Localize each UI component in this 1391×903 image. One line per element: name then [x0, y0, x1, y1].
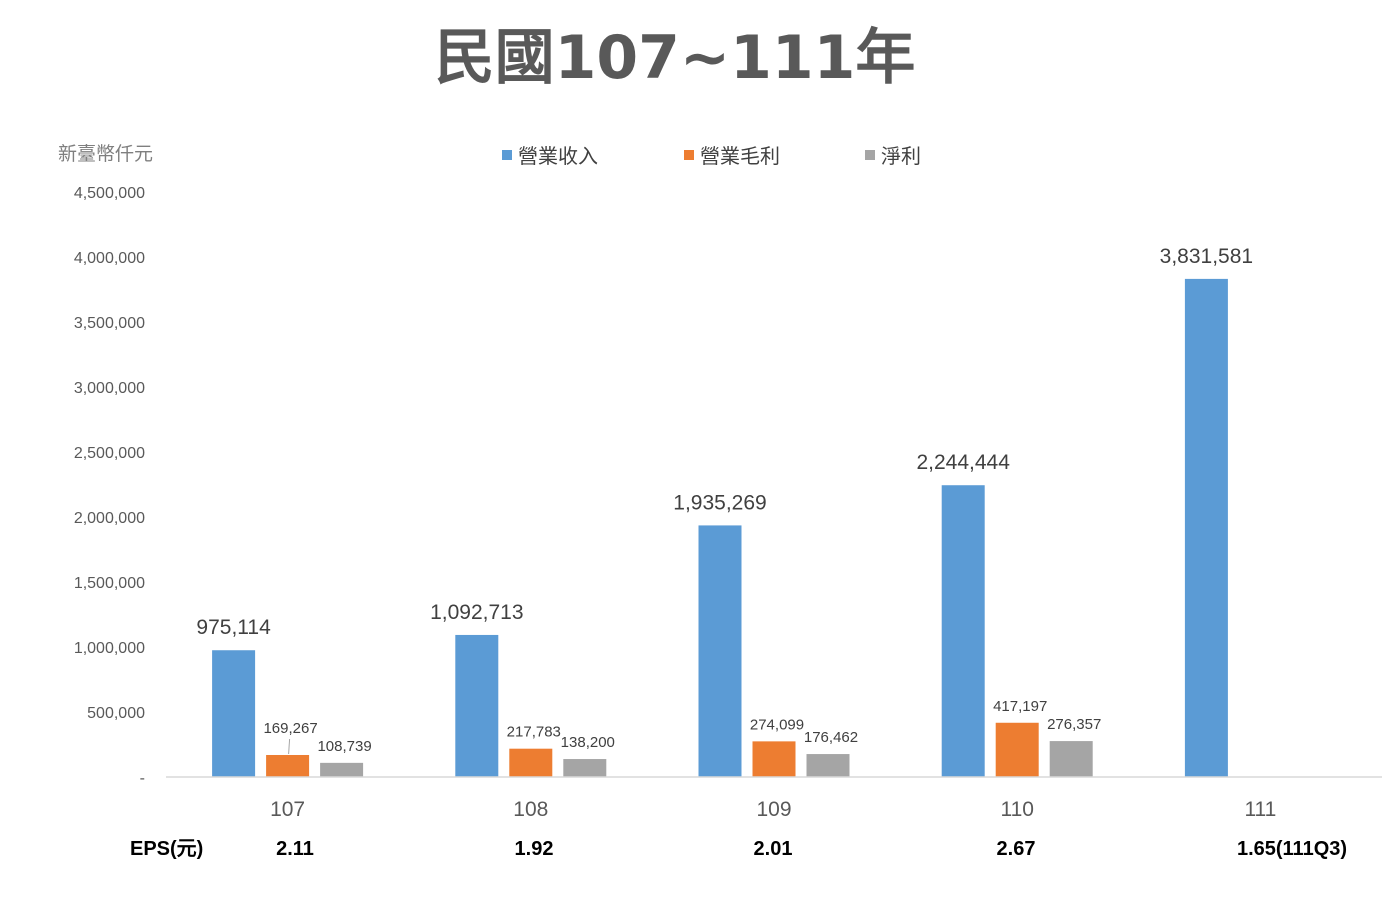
legend: 營業收入 營業毛利 淨利 — [502, 144, 921, 168]
y-tick-label: 4,000,000 — [74, 250, 145, 267]
eps-value: 2.67 — [997, 838, 1036, 860]
y-tick-label: - — [140, 770, 145, 787]
legend-label: 淨利 — [881, 144, 921, 168]
bar — [941, 485, 985, 777]
data-label: 2,244,444 — [916, 451, 1010, 474]
bar — [1184, 278, 1228, 777]
eps-value: 2.11 — [276, 838, 314, 860]
y-tick-label: 1,000,000 — [74, 640, 145, 657]
eps-value: 1.65(111Q3) — [1237, 838, 1347, 860]
y-tick-label: 2,500,000 — [74, 445, 145, 462]
eps-row: EPS(元) 2.11 1.92 2.01 2.67 1.65(111Q3) — [130, 838, 1347, 860]
legend-swatch — [502, 150, 512, 160]
bar — [1049, 741, 1093, 777]
chart-title: 民國107~111年 — [435, 23, 916, 93]
bar — [509, 748, 553, 777]
bar — [698, 525, 742, 777]
bar — [806, 754, 850, 777]
data-label: 3,831,581 — [1160, 245, 1253, 268]
eps-label: EPS(元) — [130, 838, 203, 860]
eps-value: 2.01 — [754, 838, 793, 860]
x-tick-label: 109 — [756, 798, 791, 821]
eps-value: 1.92 — [515, 838, 554, 860]
y-axis: - 500,000 1,000,000 1,500,000 2,000,000 2,500… — [74, 185, 145, 787]
data-label: 274,099 — [750, 716, 804, 733]
y-tick-label: 500,000 — [87, 705, 145, 722]
x-tick-label: 108 — [513, 798, 548, 821]
data-label: 108,739 — [317, 738, 371, 755]
data-label: 1,935,269 — [673, 491, 766, 514]
data-label: 217,783 — [507, 724, 561, 741]
unit-label: 新臺幣仟元 — [58, 143, 153, 165]
y-tick-label: 1,500,000 — [74, 575, 145, 592]
bar — [563, 759, 607, 777]
x-tick-label: 110 — [1000, 798, 1033, 821]
y-tick-label: 3,000,000 — [74, 380, 145, 397]
bar — [266, 754, 310, 777]
x-tick-label: 111 — [1244, 798, 1276, 821]
y-tick-label: 3,500,000 — [74, 315, 145, 332]
y-tick-label: 2,000,000 — [74, 510, 145, 527]
bar — [752, 741, 796, 777]
data-label: 1,092,713 — [430, 601, 523, 624]
data-label: 169,267 — [263, 720, 317, 737]
bar — [995, 722, 1039, 777]
bar — [212, 650, 256, 777]
data-label: 417,197 — [993, 698, 1047, 715]
x-axis: 107 108 109 110 111 — [270, 798, 1276, 821]
legend-swatch — [865, 150, 875, 160]
bar — [455, 634, 499, 777]
legend-label: 營業收入 — [518, 144, 598, 168]
legend-swatch — [684, 150, 694, 160]
leader-line — [288, 738, 291, 755]
data-label: 138,200 — [561, 734, 615, 751]
data-label: 176,462 — [804, 729, 858, 746]
data-label: 276,357 — [1047, 716, 1101, 733]
legend-label: 營業毛利 — [700, 144, 780, 168]
data-label: 975,114 — [196, 616, 271, 639]
x-tick-label: 107 — [270, 798, 305, 821]
bar — [320, 762, 364, 777]
y-tick-label: 4,500,000 — [74, 185, 145, 202]
